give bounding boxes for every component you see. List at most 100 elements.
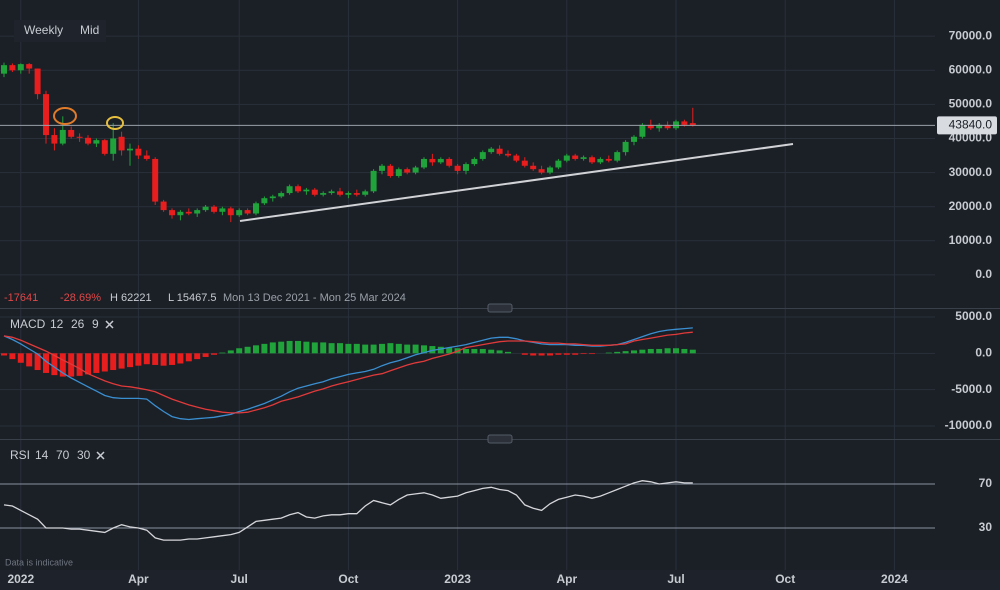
candle-body	[379, 165, 385, 171]
candle-body	[673, 121, 679, 129]
candle-body	[387, 165, 394, 176]
candle-body	[412, 167, 419, 173]
candle-body	[597, 158, 604, 163]
histogram-bar	[656, 348, 663, 354]
candle-body	[286, 186, 293, 194]
indicator-param: 9	[92, 317, 99, 331]
histogram-bar	[127, 353, 133, 368]
y-tick-label: -5000.0	[951, 382, 992, 396]
candle-body	[76, 136, 83, 138]
candle-body	[429, 158, 436, 163]
y-tick-label: 10000.0	[949, 233, 993, 247]
y-tick-label: 20000.0	[949, 199, 993, 213]
candle-body	[93, 140, 100, 144]
candle-body	[580, 157, 587, 159]
candle-body	[437, 158, 444, 163]
candle-body	[530, 165, 537, 170]
candle-body	[614, 152, 621, 161]
stat-high: H 62221	[110, 292, 152, 304]
histogram-bar	[194, 353, 201, 360]
candle-body	[446, 158, 453, 166]
histogram-bar	[337, 343, 343, 354]
candle-body	[185, 211, 192, 214]
candle-body	[59, 129, 66, 144]
last-price-box	[937, 116, 997, 135]
x-tick-label: Jul	[667, 572, 684, 586]
grid-layer	[0, 0, 935, 570]
histogram-bar	[1, 353, 7, 356]
candle-body	[328, 191, 335, 194]
histogram-bar	[353, 343, 360, 354]
histogram-bar	[488, 349, 495, 354]
x-tick-label: Apr	[128, 572, 149, 586]
histogram-bar	[236, 348, 243, 354]
candle-body	[622, 141, 629, 153]
histogram-bar	[85, 353, 91, 375]
histogram-bar	[328, 343, 335, 354]
candle-body	[547, 167, 553, 173]
indicator-param: 14	[35, 448, 49, 462]
histogram-bar	[673, 348, 679, 354]
histogram-bar	[622, 351, 629, 354]
histogram-bar	[320, 342, 327, 354]
candle-body	[463, 164, 469, 171]
stat-low: L 15467.5	[168, 292, 217, 304]
histogram-bar	[269, 342, 276, 354]
toolbar-price-type[interactable]: Mid	[80, 23, 99, 37]
histogram-bar	[202, 353, 209, 357]
histogram-bar	[152, 353, 159, 365]
histogram-bar	[169, 353, 175, 365]
histogram-bar	[303, 341, 310, 354]
y-tick-label: 5000.0	[955, 309, 992, 323]
histogram-bar	[118, 353, 125, 369]
x-tick-label: 2022	[7, 572, 34, 586]
candle-body	[555, 160, 562, 168]
candle-body	[43, 94, 49, 136]
marks-layer	[0, 62, 935, 541]
candle-body	[572, 155, 579, 159]
close-indicator[interactable]	[96, 451, 105, 460]
panel-handle[interactable]	[487, 303, 513, 313]
histogram-bar	[379, 343, 385, 354]
histogram-bar	[26, 353, 33, 367]
histogram-bar	[59, 353, 66, 377]
candle-body	[656, 124, 663, 129]
highlight-ellipse	[106, 116, 124, 130]
candle-body	[101, 140, 108, 154]
close-indicator[interactable]	[105, 320, 114, 329]
candle-body	[647, 124, 654, 129]
candle-body	[353, 193, 360, 195]
panel-handle[interactable]	[487, 434, 513, 444]
histogram-bar	[614, 351, 621, 354]
histogram-bar	[446, 347, 453, 354]
histogram-bar	[34, 353, 41, 371]
candle-body	[110, 138, 117, 154]
histogram-bar	[278, 341, 285, 354]
indicator-param: 30	[77, 448, 91, 462]
candle-body	[219, 208, 226, 212]
toolbar-interval[interactable]: Weekly	[24, 23, 63, 37]
histogram-bar	[689, 349, 696, 354]
histogram-bar	[177, 353, 184, 364]
change-pct: -28.69%	[60, 292, 101, 304]
histogram-bar	[631, 350, 637, 354]
y-tick-label: 0.0	[975, 345, 992, 359]
candle-body	[589, 157, 595, 163]
candle-body	[9, 65, 16, 71]
histogram-bar	[345, 343, 352, 354]
histogram-bar	[572, 353, 579, 355]
indicator-param: 12	[50, 317, 64, 331]
indicator-param: 26	[71, 317, 85, 331]
histogram-bar	[421, 345, 427, 354]
histogram-bar	[521, 353, 528, 355]
candle-body	[345, 193, 352, 195]
candle-body	[17, 64, 24, 71]
candle-body	[244, 210, 251, 214]
histogram-bar	[639, 349, 646, 354]
x-tick-label: Jul	[231, 572, 248, 586]
candle-body	[337, 191, 343, 195]
candle-body	[513, 155, 520, 161]
candle-body	[177, 211, 184, 216]
candle-body	[152, 158, 159, 202]
